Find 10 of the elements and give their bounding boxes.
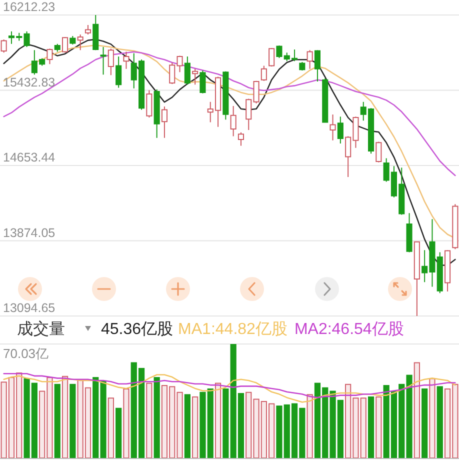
y-tick-label: 15432.83 — [3, 75, 56, 90]
y-tick-label: 13094.65 — [3, 301, 56, 315]
y-tick-label: 16212.23 — [3, 0, 56, 14]
title: 成交量 — [17, 321, 65, 338]
annotation: 45.36亿股 — [101, 321, 174, 338]
y-tick-label: 13874.05 — [3, 226, 56, 240]
series-label: MA2:46.54亿股 — [294, 321, 404, 338]
series-label: MA1:44.82亿股 — [178, 321, 288, 338]
y-tick-label: 14653.44 — [3, 150, 56, 164]
annotation: 70.03亿 — [3, 346, 49, 361]
